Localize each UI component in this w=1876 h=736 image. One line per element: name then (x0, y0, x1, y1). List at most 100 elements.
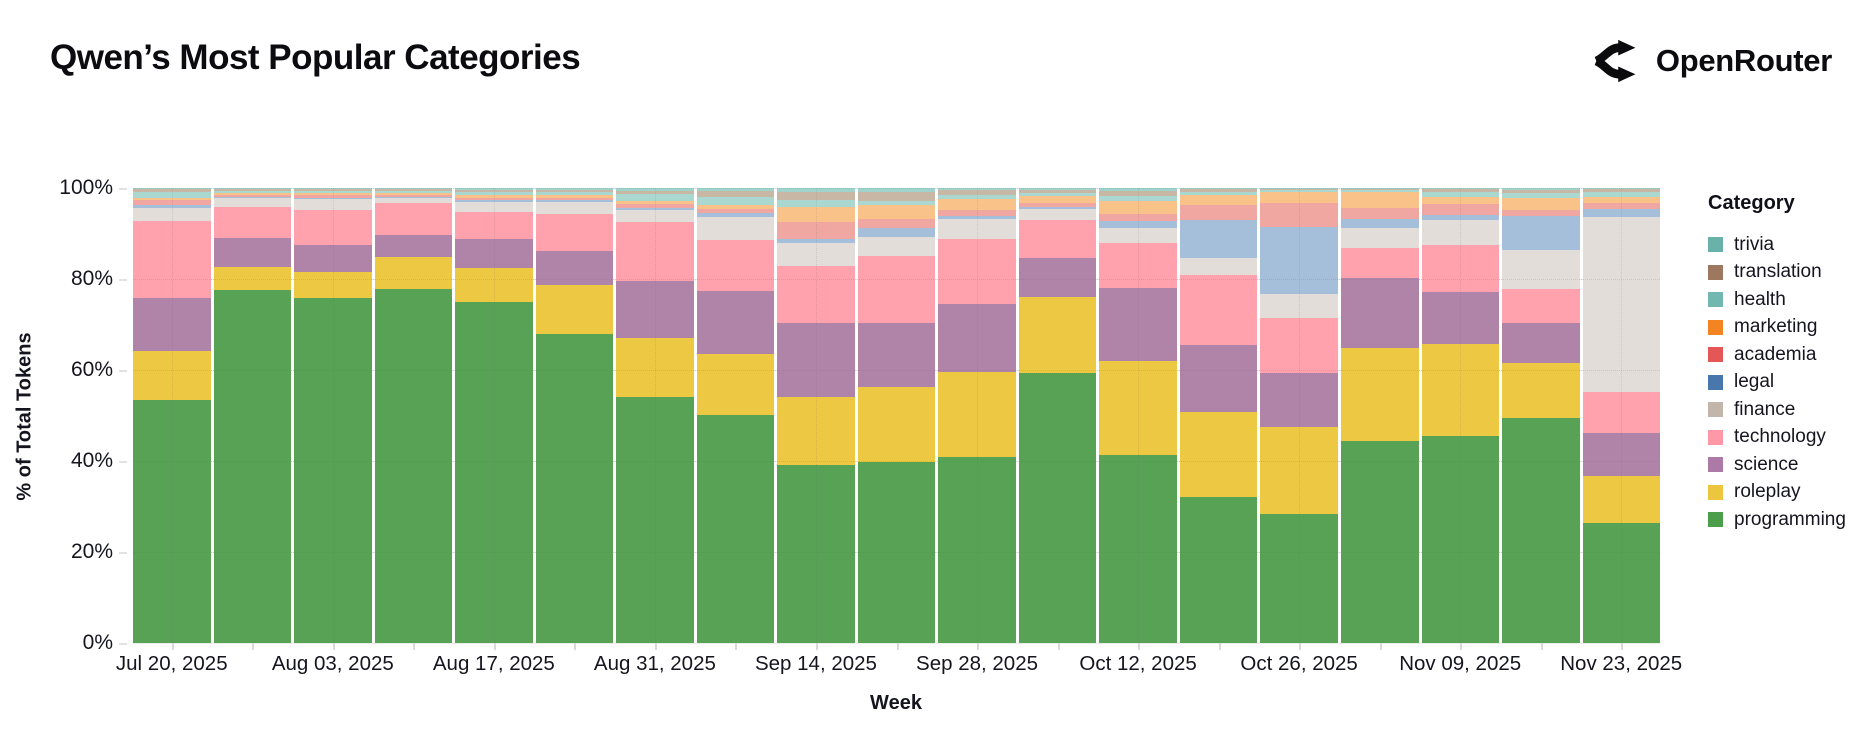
segment-roleplay[interactable] (1018, 296, 1097, 373)
segment-health[interactable] (857, 200, 936, 205)
segment-academia[interactable] (1421, 204, 1500, 215)
legend-item-science[interactable]: science (1708, 451, 1873, 479)
segment-marketing[interactable] (1340, 191, 1419, 209)
segment-finance[interactable] (535, 201, 614, 214)
segment-health[interactable] (616, 194, 694, 201)
segment-science[interactable] (938, 304, 1016, 372)
segment-finance[interactable] (374, 197, 453, 203)
segment-science[interactable] (374, 234, 453, 258)
segment-trivia[interactable] (1582, 188, 1661, 190)
segment-roleplay[interactable] (616, 338, 694, 397)
segment-technology[interactable] (455, 211, 533, 240)
bar-week-nov-16-2025[interactable] (1502, 188, 1580, 643)
segment-finance[interactable] (1421, 219, 1500, 245)
segment-academia[interactable] (1260, 203, 1338, 227)
segment-legal[interactable] (1099, 220, 1177, 228)
segment-translation[interactable] (1421, 189, 1500, 192)
bar-week-jul-20-2025[interactable] (133, 188, 211, 643)
segment-science[interactable] (535, 250, 614, 285)
segment-programming[interactable] (374, 289, 453, 643)
bar-week-nov-09-2025[interactable] (1421, 188, 1500, 643)
segment-academia[interactable] (535, 197, 614, 200)
segment-technology[interactable] (857, 255, 936, 324)
segment-academia[interactable] (777, 221, 855, 240)
segment-trivia[interactable] (133, 188, 211, 190)
segment-science[interactable] (1179, 344, 1258, 412)
segment-trivia[interactable] (938, 188, 1016, 191)
segment-programming[interactable] (616, 396, 694, 643)
segment-translation[interactable] (1340, 188, 1419, 190)
segment-finance[interactable] (1018, 209, 1097, 220)
segment-finance[interactable] (616, 209, 694, 222)
segment-legal[interactable] (1018, 207, 1097, 210)
bar-week-jul-27-2025[interactable] (213, 188, 292, 643)
segment-technology[interactable] (213, 207, 292, 238)
segment-health[interactable] (1421, 191, 1500, 197)
segment-technology[interactable] (777, 265, 855, 323)
segment-finance[interactable] (455, 201, 533, 212)
segment-science[interactable] (1018, 258, 1097, 297)
segment-marketing[interactable] (1179, 194, 1258, 205)
legend-item-roleplay[interactable]: roleplay (1708, 479, 1873, 507)
segment-programming[interactable] (1099, 455, 1177, 643)
segment-marketing[interactable] (1421, 196, 1500, 205)
segment-translation[interactable] (1502, 190, 1580, 194)
segment-science[interactable] (616, 280, 694, 339)
segment-finance[interactable] (133, 207, 211, 222)
segment-roleplay[interactable] (1340, 347, 1419, 442)
segment-roleplay[interactable] (1260, 426, 1338, 515)
segment-technology[interactable] (1099, 242, 1177, 289)
segment-science[interactable] (213, 237, 292, 267)
segment-legal[interactable] (938, 215, 1016, 219)
segment-legal[interactable] (294, 197, 372, 200)
bar-week-aug-24-2025[interactable] (535, 188, 614, 643)
bar-week-oct-19-2025[interactable] (1179, 188, 1258, 643)
segment-health[interactable] (535, 191, 614, 196)
segment-health[interactable] (1018, 192, 1097, 197)
segment-marketing[interactable] (1018, 196, 1097, 203)
segment-roleplay[interactable] (133, 350, 211, 400)
segment-technology[interactable] (535, 213, 614, 251)
segment-translation[interactable] (1260, 188, 1338, 190)
segment-programming[interactable] (1340, 441, 1419, 643)
segment-health[interactable] (1179, 191, 1258, 195)
segment-academia[interactable] (374, 194, 453, 197)
segment-finance[interactable] (1099, 227, 1177, 243)
segment-programming[interactable] (857, 462, 936, 643)
segment-marketing[interactable] (696, 205, 775, 209)
brand-logo[interactable]: OpenRouter (1594, 36, 1832, 86)
segment-programming[interactable] (1421, 435, 1500, 643)
segment-science[interactable] (133, 297, 211, 351)
segment-translation[interactable] (696, 191, 775, 198)
segment-science[interactable] (696, 290, 775, 355)
segment-programming[interactable] (938, 457, 1016, 643)
segment-finance[interactable] (213, 197, 292, 208)
segment-trivia[interactable] (1179, 188, 1258, 190)
segment-marketing[interactable] (777, 206, 855, 222)
segment-health[interactable] (213, 190, 292, 193)
segment-science[interactable] (1582, 432, 1661, 477)
legend-item-finance[interactable]: finance (1708, 396, 1873, 424)
segment-legal[interactable] (1421, 214, 1500, 220)
segment-roleplay[interactable] (374, 257, 453, 290)
segment-programming[interactable] (455, 302, 533, 643)
segment-marketing[interactable] (857, 204, 936, 219)
bar-week-sep-21-2025[interactable] (857, 188, 936, 643)
segment-legal[interactable] (777, 239, 855, 244)
segment-academia[interactable] (696, 208, 775, 214)
segment-translation[interactable] (616, 190, 694, 195)
segment-legal[interactable] (1340, 218, 1419, 229)
segment-translation[interactable] (455, 189, 533, 192)
segment-roleplay[interactable] (1421, 344, 1500, 436)
segment-technology[interactable] (938, 238, 1016, 305)
segment-roleplay[interactable] (696, 354, 775, 415)
segment-health[interactable] (696, 197, 775, 206)
segment-programming[interactable] (777, 465, 855, 643)
segment-science[interactable] (294, 245, 372, 273)
segment-programming[interactable] (1018, 372, 1097, 643)
segment-finance[interactable] (857, 236, 936, 256)
segment-roleplay[interactable] (1099, 360, 1177, 455)
segment-marketing[interactable] (1260, 191, 1338, 204)
segment-programming[interactable] (1502, 417, 1580, 643)
segment-technology[interactable] (1502, 288, 1580, 323)
